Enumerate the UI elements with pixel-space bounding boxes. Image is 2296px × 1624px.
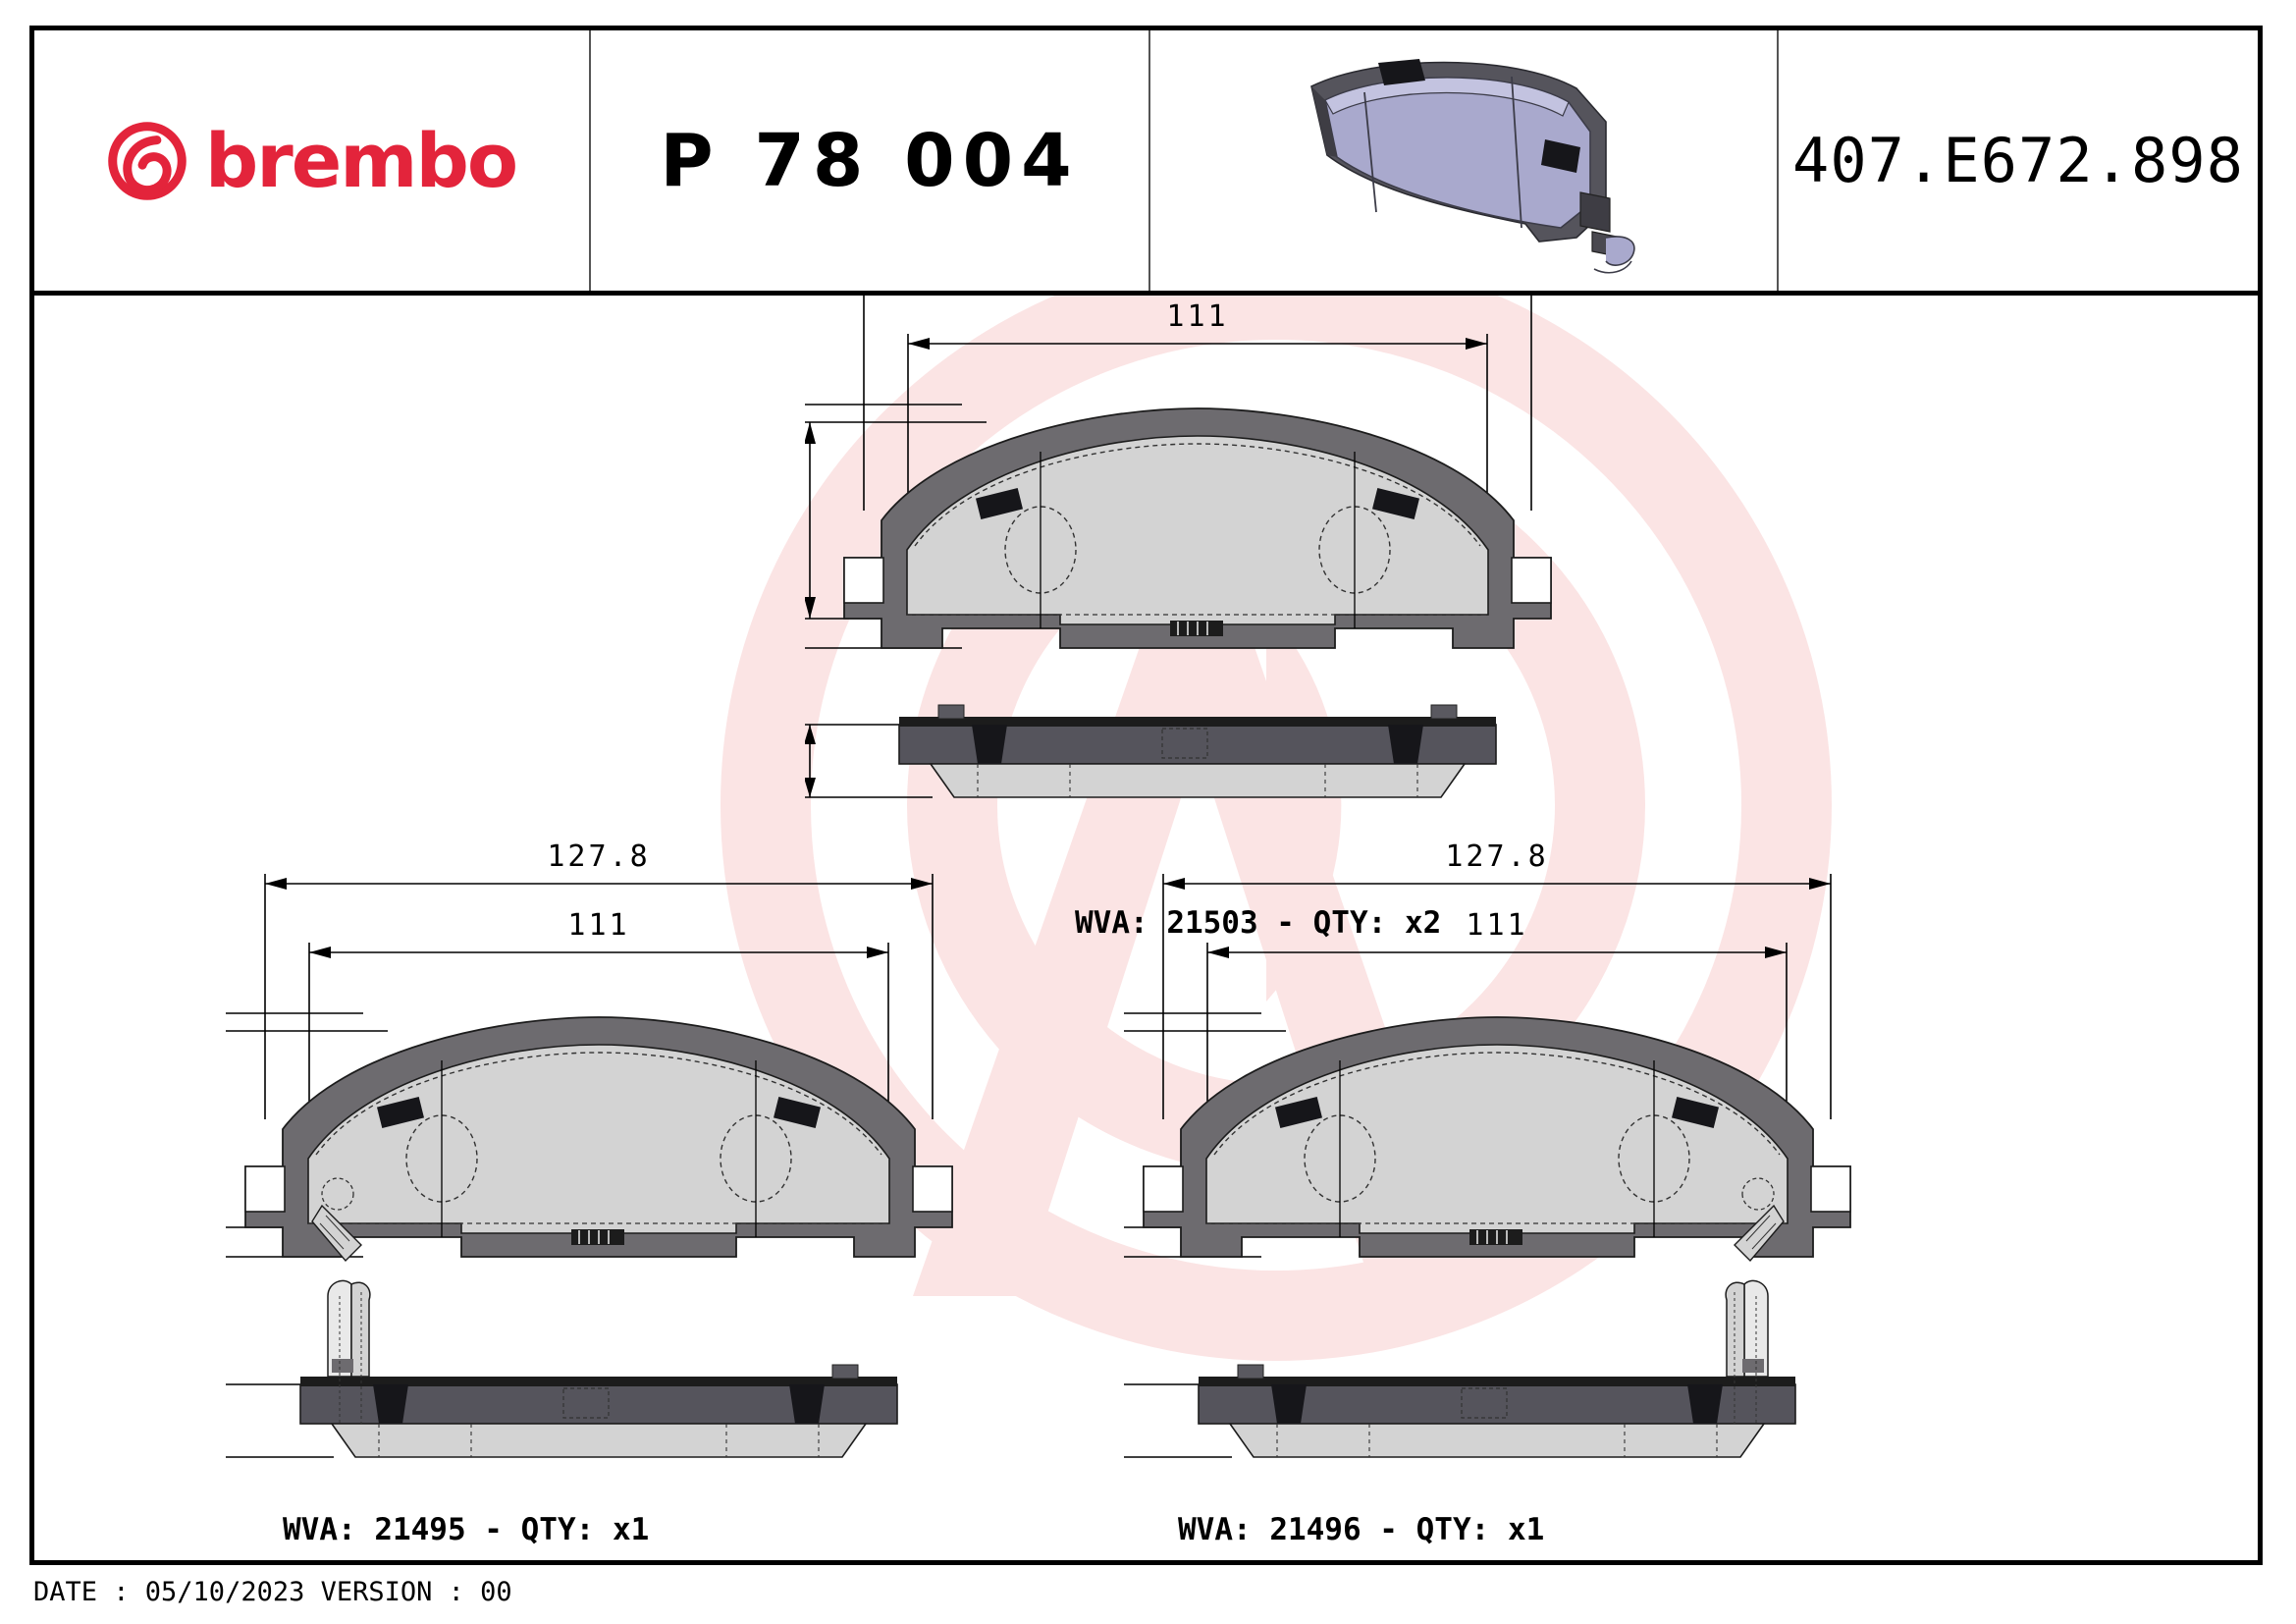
pad-side-view (299, 1279, 898, 1458)
drawing-bottom-left: 127.8 111 54.5 42.6 (226, 835, 1011, 1542)
sheet-border (29, 26, 2263, 1565)
dim-width-inner: 111 (567, 908, 629, 943)
brand-logo-cell: brembo (34, 30, 589, 291)
brake-pad-3d-render-icon (1282, 45, 1645, 276)
wva-label-bottom-left: WVA: 21495 - QTY: x1 (283, 1512, 650, 1547)
product-code-cell: P 78 004 (589, 30, 1148, 291)
wear-sensor-indicator (311, 1177, 362, 1263)
dim-width-outer: 127.8 (547, 839, 650, 874)
pad-side-view (898, 704, 1497, 798)
pad-front-view (244, 1016, 953, 1263)
drawing-bottom-right: 127.8 111 54.5 42.6 (1124, 835, 1909, 1542)
dim-width-inner: 111 (1166, 299, 1228, 334)
wva-label-bottom-right: WVA: 21496 - QTY: x1 (1178, 1512, 1545, 1547)
brand-name: brembo (204, 116, 518, 204)
product-code: P 78 004 (660, 118, 1080, 203)
drawing-top-center: 127.8 111 54.5 42.6 (805, 226, 1590, 913)
pad-front-view (1143, 1016, 1851, 1263)
product-image-cell (1148, 30, 1777, 291)
wear-sensor-clip-profile (327, 1279, 371, 1424)
wva-label-top-center: WVA: 21503 - QTY: x2 (1075, 905, 1442, 941)
dim-width-inner: 111 (1466, 908, 1527, 943)
brembo-swirl-icon (107, 121, 187, 201)
part-number-cell: 407.E672.898 (1777, 30, 2258, 291)
part-number: 407.E672.898 (1792, 125, 2244, 196)
header-bar: brembo P 78 004 (34, 30, 2258, 296)
drawing-canvas: 127.8 111 54.5 42.6 (0, 231, 2296, 1624)
dim-width-outer: 127.8 (1445, 839, 1548, 874)
pad-front-view (843, 407, 1552, 649)
footer-date-version: DATE : 05/10/2023 VERSION : 00 (33, 1577, 512, 1607)
pad-side-view (1198, 1279, 1796, 1458)
